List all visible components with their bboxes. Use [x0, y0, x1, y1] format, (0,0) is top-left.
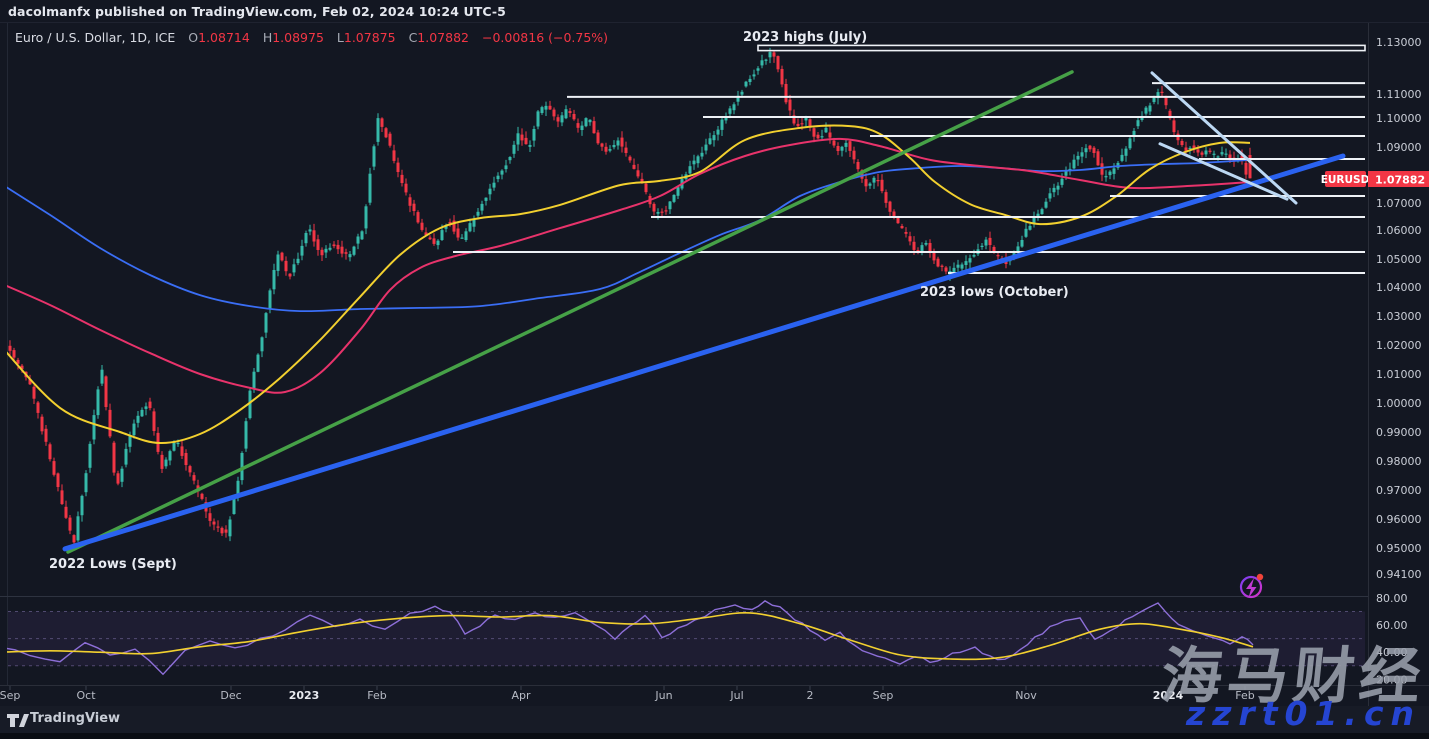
publish-header: dacolmanfx published on TradingView.com,… [8, 4, 506, 19]
close-value: 1.07882 [417, 30, 469, 45]
svg-text:60.00: 60.00 [1376, 619, 1408, 632]
svg-text:1.00000: 1.00000 [1376, 397, 1422, 410]
trendlines [62, 70, 1346, 554]
svg-text:0.96000: 0.96000 [1376, 513, 1422, 526]
svg-text:1.13000: 1.13000 [1376, 36, 1422, 49]
open-label: O [188, 30, 199, 45]
svg-text:2023 highs (July): 2023 highs (July) [743, 30, 867, 45]
svg-text:0.97000: 0.97000 [1376, 484, 1422, 497]
close-label: C [408, 30, 418, 45]
svg-text:2: 2 [807, 689, 814, 702]
last-price-badge: EURUSD 1.07882 [1321, 171, 1429, 187]
svg-text:40.00: 40.00 [1376, 646, 1408, 659]
symbol-legend[interactable]: Euro / U.S. Dollar, 1D, ICE O1.08714 H1.… [15, 30, 608, 45]
low-label: L [336, 30, 344, 45]
change-value: −0.00816 (−0.75%) [481, 30, 609, 45]
symbol-title: Euro / U.S. Dollar, 1D, ICE [15, 30, 176, 45]
rsi-lines [7, 600, 1254, 676]
svg-text:1.07000: 1.07000 [1376, 197, 1422, 210]
svg-text:1.11000: 1.11000 [1376, 88, 1422, 101]
svg-text:2023 lows (October): 2023 lows (October) [920, 285, 1069, 300]
svg-text:1.03000: 1.03000 [1376, 310, 1422, 323]
svg-text:2022 Lows (Sept): 2022 Lows (Sept) [49, 557, 177, 572]
svg-text:Sep: Sep [0, 689, 20, 702]
svg-text:1.04000: 1.04000 [1376, 281, 1422, 294]
lightning-icon[interactable] [1239, 573, 1264, 599]
time-axis[interactable]: Sep Oct Dec 2023 Feb Apr Jun Jul 2 Sep Nov 2024 Feb [0, 686, 1255, 702]
badge-symbol: EURUSD [1321, 174, 1370, 186]
svg-text:80.00: 80.00 [1376, 592, 1408, 605]
svg-text:2023: 2023 [289, 689, 320, 702]
svg-text:1.02000: 1.02000 [1376, 339, 1422, 352]
tradingview-logo-text[interactable]: TradingView [30, 711, 121, 726]
moving-averages [7, 124, 1251, 445]
svg-text:Dec: Dec [220, 689, 241, 702]
svg-text:1.09000: 1.09000 [1376, 141, 1422, 154]
svg-text:Nov: Nov [1015, 689, 1037, 702]
tradingview-logo-icon[interactable] [7, 713, 29, 728]
svg-text:1.01000: 1.01000 [1376, 368, 1422, 381]
svg-text:Feb: Feb [1235, 689, 1254, 702]
open-value: 1.08714 [198, 30, 250, 45]
support-resistance-levels [453, 44, 1366, 274]
pane-borders [0, 22, 1429, 706]
svg-text:0.94100: 0.94100 [1376, 568, 1422, 581]
svg-text:1.06000: 1.06000 [1376, 224, 1422, 237]
bottom-strip [0, 733, 1429, 739]
svg-text:0.99000: 0.99000 [1376, 426, 1422, 439]
annotations: 2023 highs (July) 2023 lows (October) 2022… [49, 30, 1069, 572]
high-label: H [262, 30, 273, 45]
low-value: 1.07875 [343, 30, 396, 45]
svg-text:20.00: 20.00 [1376, 673, 1408, 686]
svg-text:2024: 2024 [1153, 689, 1184, 702]
footer-bar: TradingView [0, 706, 1429, 733]
svg-text:Apr: Apr [511, 689, 531, 702]
svg-text:1.05000: 1.05000 [1376, 253, 1422, 266]
badge-price: 1.07882 [1375, 174, 1425, 187]
watermark-site: zzrt01.cn [1186, 694, 1421, 733]
svg-text:Jul: Jul [729, 689, 743, 702]
svg-text:1.10000: 1.10000 [1376, 112, 1422, 125]
price-axis[interactable]: 1.13000 1.11000 1.10000 1.09000 1.07000 1.060… [1376, 36, 1422, 686]
svg-text:Feb: Feb [367, 689, 386, 702]
svg-text:0.98000: 0.98000 [1376, 455, 1422, 468]
svg-text:Oct: Oct [76, 689, 96, 702]
svg-text:Sep: Sep [873, 689, 894, 702]
svg-text:0.95000: 0.95000 [1376, 542, 1422, 555]
svg-text:Jun: Jun [654, 689, 672, 702]
high-value: 1.08975 [272, 30, 324, 45]
